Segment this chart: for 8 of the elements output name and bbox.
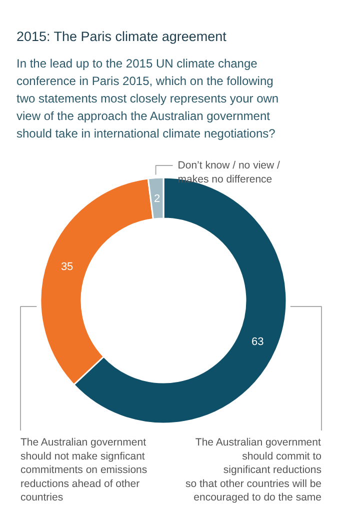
slice-label: The Australian government should commit to significant reductions so that other countries will be encouraged to do the same: [186, 436, 322, 504]
slice-label: Don’t know / no view / makes no difference: [178, 160, 280, 186]
data-label: 63: [251, 336, 264, 348]
chart-title: 2015: The Paris climate agreement: [16, 29, 227, 44]
data-label: 2: [154, 193, 160, 206]
data-label: 35: [60, 260, 74, 273]
slice-label: The Australian government should not make signficant commitments on emissions reductions ahead of other countries: [20, 436, 148, 504]
chart-subtitle: In the lead up to the 2015 UN climate change conference in Paris 2015, which on the following two statements most closely represents your own view of the approach the Australian government should take in international climate negotiations?: [16, 56, 279, 140]
